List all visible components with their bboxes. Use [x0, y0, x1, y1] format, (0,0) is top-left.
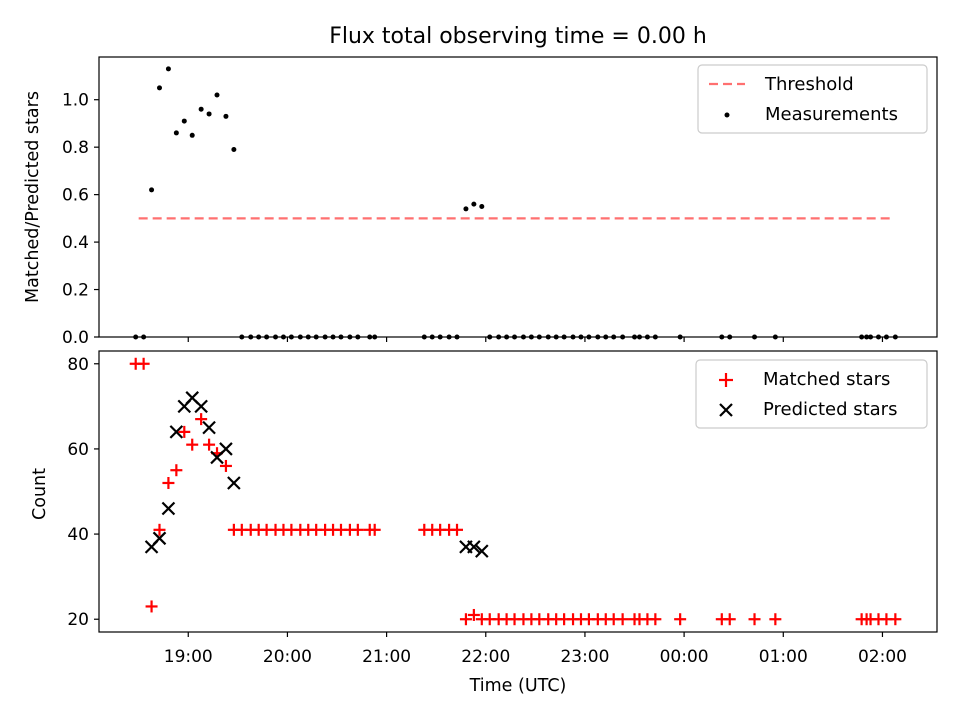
measurement-point — [189, 132, 195, 138]
matched-star-point — [186, 438, 199, 451]
matched-star-point — [195, 413, 208, 426]
bottom-legend: Matched stars Predicted stars — [695, 359, 928, 429]
bottom-y-tick-label: 60 — [67, 440, 89, 460]
top-y-tick-label: 1.0 — [62, 91, 89, 111]
measurements-legend-swatch — [724, 112, 730, 118]
matched-star-point — [889, 613, 902, 626]
matched-star-point — [368, 523, 381, 536]
matched-star-point — [769, 613, 782, 626]
measurement-point — [231, 147, 237, 153]
predicted-star-point — [202, 420, 216, 435]
top-legend: Threshold Measurements — [697, 64, 928, 134]
matched-star-point — [170, 464, 183, 477]
x-tick-label: 19:00 — [164, 647, 213, 667]
matched-stars-points — [129, 357, 902, 626]
measurement-point — [206, 111, 212, 117]
bottom-x-ticks: 19:00 20:00 21:00 22:00 23:00 00:00 01:00 02:00 — [164, 632, 907, 667]
top-y-axis-label: Matched/Predicted stars — [23, 91, 43, 303]
x-tick-label: 22:00 — [461, 647, 510, 667]
matched-star-point — [219, 459, 232, 472]
matched-star-point — [459, 613, 472, 626]
matched-star-point — [351, 523, 364, 536]
measurement-point — [156, 85, 162, 91]
top-y-tick-label: 0.6 — [62, 186, 89, 206]
top-plot-frame — [98, 56, 938, 338]
top-y-ticks: 0.0 0.2 0.4 0.6 0.8 1.0 — [62, 91, 99, 348]
predicted-star-point — [169, 425, 184, 439]
x-tick-label: 20:00 — [263, 647, 312, 667]
x-tick-label: 23:00 — [560, 647, 609, 667]
measurements-legend-label: Measurements — [765, 104, 898, 125]
x-tick-label: 21:00 — [362, 647, 411, 667]
predicted-stars-points — [144, 391, 489, 558]
top-x-ticks — [187, 337, 884, 342]
x-tick-label: 01:00 — [759, 647, 808, 667]
x-tick-label: 02:00 — [858, 647, 907, 667]
top-y-tick-label: 0.0 — [62, 328, 89, 348]
top-legend-box — [697, 64, 928, 134]
bottom-y-tick-label: 40 — [67, 525, 89, 545]
predicted-star-point — [219, 442, 233, 456]
predicted-stars-legend-label: Predicted stars — [763, 399, 897, 420]
top-y-tick-label: 0.8 — [62, 138, 89, 158]
top-panel: 0.0 0.2 0.4 0.6 0.8 1.0 Matched/Predicted sta… — [23, 56, 938, 348]
measurement-point — [173, 130, 179, 136]
bottom-plot-frame — [98, 350, 938, 633]
predicted-stars-legend-swatch — [719, 403, 733, 417]
threshold-legend-label: Threshold — [764, 74, 854, 95]
top-y-tick-label: 0.4 — [62, 233, 89, 253]
measurement-point — [214, 92, 220, 98]
predicted-star-point — [152, 531, 167, 546]
measurement-point — [165, 66, 171, 72]
bottom-panel: 20 40 60 80 19:00 20:00 21:00 22:00 23:00 00:00 0… — [30, 350, 938, 696]
matched-star-point — [674, 613, 687, 626]
matched-star-point — [748, 613, 761, 626]
measurement-point — [463, 206, 469, 212]
measurement-point — [198, 106, 204, 112]
bottom-y-tick-label: 20 — [67, 610, 89, 630]
matched-star-point — [723, 613, 736, 626]
bottom-legend-box — [695, 359, 928, 429]
matched-star-point — [649, 613, 662, 626]
matched-star-point — [137, 357, 150, 370]
measurement-point — [223, 113, 229, 119]
matched-star-point — [616, 613, 629, 626]
matched-star-point — [153, 523, 166, 536]
matched-stars-legend-swatch — [719, 373, 733, 387]
predicted-star-point — [161, 501, 176, 516]
matched-star-point — [178, 425, 191, 438]
measurement-point — [149, 187, 155, 193]
predicted-star-point — [475, 544, 489, 558]
measurement-point — [181, 118, 187, 124]
predicted-star-point — [194, 399, 208, 414]
predicted-star-point — [467, 540, 481, 554]
x-tick-label: 00:00 — [660, 647, 709, 667]
x-axis-label: Time (UTC) — [469, 676, 567, 696]
top-y-tick-label: 0.2 — [62, 281, 89, 301]
measurement-point — [471, 201, 477, 207]
matched-star-point — [467, 608, 480, 621]
predicted-star-point — [227, 476, 241, 490]
chart-title: Flux total observing time = 0.00 h — [329, 24, 707, 49]
measurement-point — [479, 203, 485, 209]
matched-star-point — [451, 523, 464, 536]
bottom-y-ticks: 20 40 60 80 — [67, 355, 99, 630]
matched-stars-legend-label: Matched stars — [763, 369, 890, 390]
matched-star-point — [162, 476, 175, 489]
matched-star-point — [203, 438, 216, 451]
bottom-y-tick-label: 80 — [67, 355, 89, 375]
matched-star-point — [145, 600, 158, 613]
bottom-y-axis-label: Count — [30, 468, 50, 520]
